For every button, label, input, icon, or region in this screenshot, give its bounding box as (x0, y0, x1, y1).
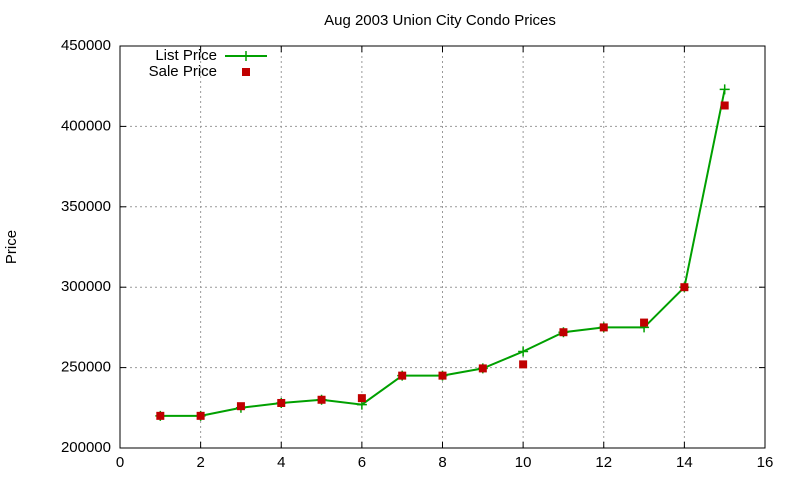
x-tick-label: 8 (438, 454, 446, 471)
y-axis-label: Price (3, 230, 20, 264)
point (720, 101, 729, 110)
y-tick-label: 350000 (61, 198, 111, 215)
x-tick-label: 10 (515, 454, 532, 471)
point (196, 411, 205, 420)
legend-label: Sale Price (149, 63, 217, 80)
x-tick-label: 4 (277, 454, 285, 471)
point (277, 398, 286, 407)
x-tick-label: 0 (116, 454, 124, 471)
point (518, 346, 529, 357)
legend-marker (242, 68, 250, 76)
x-tick-label: 2 (196, 454, 204, 471)
point (559, 328, 568, 337)
point (519, 360, 528, 369)
x-tick-label: 12 (595, 454, 612, 471)
point (317, 395, 326, 404)
y-tick-label: 200000 (61, 439, 111, 456)
y-tick-label: 400000 (61, 117, 111, 134)
y-tick-label: 450000 (61, 37, 111, 54)
x-tick-label: 14 (676, 454, 693, 471)
point (719, 84, 730, 95)
legend-marker (241, 51, 251, 61)
point (236, 402, 245, 411)
point (599, 323, 608, 332)
y-tick-label: 300000 (61, 278, 111, 295)
point (357, 394, 366, 403)
point (438, 371, 447, 380)
point (156, 411, 165, 420)
y-tick-label: 250000 (61, 359, 111, 376)
legend-label: List Price (155, 47, 217, 64)
plot-frame (119, 45, 766, 449)
point (398, 371, 407, 380)
point (478, 364, 487, 373)
x-tick-label: 16 (757, 454, 774, 471)
x-tick-label: 6 (358, 454, 366, 471)
point (680, 283, 689, 292)
chart-title: Aug 2003 Union City Condo Prices (324, 12, 556, 29)
point (640, 318, 649, 327)
